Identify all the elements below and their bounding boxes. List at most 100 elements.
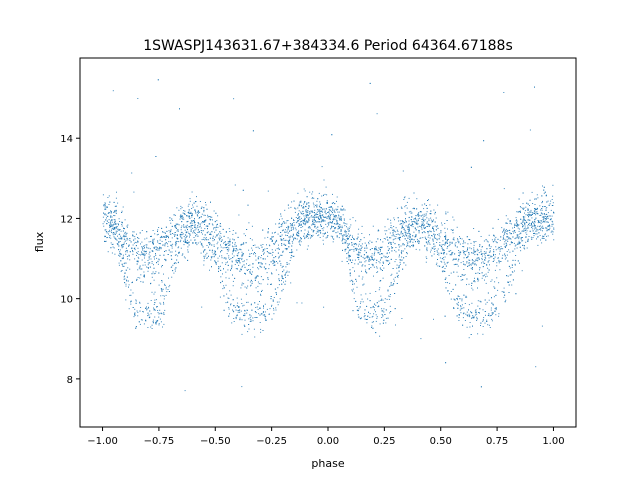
data-point [205, 254, 207, 256]
data-point [458, 258, 460, 260]
data-point [326, 226, 328, 228]
data-point [184, 234, 186, 236]
data-point [515, 220, 517, 222]
data-point [361, 243, 363, 245]
data-point [173, 263, 175, 265]
data-point [236, 315, 238, 317]
data-point [482, 275, 484, 277]
data-point [399, 223, 401, 225]
data-point [463, 263, 465, 265]
data-point [285, 276, 286, 278]
data-point [239, 270, 241, 272]
data-point [230, 258, 232, 259]
data-point [441, 258, 443, 260]
data-point [174, 270, 176, 272]
data-point [124, 275, 125, 277]
data-point [128, 245, 129, 247]
data-point [267, 232, 269, 234]
data-point [155, 156, 157, 157]
data-point [338, 211, 340, 213]
data-point [108, 195, 110, 197]
data-point [415, 215, 417, 217]
data-point [273, 261, 275, 263]
data-point [359, 252, 361, 254]
data-point [433, 248, 435, 250]
data-point [239, 257, 241, 259]
data-point [506, 244, 508, 246]
data-point [418, 214, 420, 216]
data-point [391, 284, 393, 286]
data-point [491, 256, 493, 258]
data-point [125, 233, 127, 235]
data-point [475, 259, 476, 261]
data-point [227, 250, 229, 252]
data-point [125, 247, 127, 249]
data-point [550, 231, 552, 233]
data-point [519, 206, 521, 207]
data-point [141, 230, 143, 231]
data-point [426, 221, 428, 223]
data-point [365, 245, 367, 247]
data-point [514, 264, 516, 266]
data-point [279, 235, 281, 237]
data-point [531, 217, 533, 219]
data-point [214, 231, 216, 233]
data-point [110, 223, 112, 225]
data-point [334, 211, 336, 213]
data-point [352, 283, 354, 285]
data-point [274, 288, 276, 290]
data-point [341, 219, 342, 221]
data-point [411, 238, 413, 240]
data-point [328, 206, 330, 208]
data-point [517, 225, 519, 227]
data-point [240, 298, 242, 300]
data-point [505, 245, 507, 247]
data-point [307, 214, 309, 216]
data-point [295, 208, 297, 210]
data-point [213, 228, 214, 230]
data-point [483, 317, 485, 319]
data-point [390, 258, 392, 260]
data-point [275, 307, 277, 309]
data-point [361, 278, 363, 280]
data-point [293, 222, 295, 223]
data-point [139, 268, 141, 270]
data-point [358, 254, 360, 256]
data-point [534, 204, 536, 205]
data-point [121, 247, 123, 249]
data-point [345, 240, 347, 242]
data-point [399, 239, 401, 241]
data-point [400, 236, 401, 238]
data-point [332, 219, 334, 221]
data-point [146, 247, 148, 249]
data-point [413, 192, 415, 194]
data-point [339, 218, 341, 220]
data-point [414, 222, 416, 224]
data-point [503, 235, 505, 237]
data-point [153, 248, 155, 249]
data-point [494, 310, 496, 312]
data-point [183, 256, 185, 258]
data-point [187, 229, 188, 231]
data-point [149, 255, 151, 257]
data-point [161, 265, 163, 266]
data-point [489, 251, 491, 253]
data-point [273, 313, 275, 315]
data-point [288, 271, 290, 273]
data-point [481, 259, 483, 261]
data-point [532, 212, 534, 214]
data-point [357, 314, 359, 316]
data-point [529, 214, 531, 216]
data-point [354, 270, 355, 272]
data-point [371, 321, 373, 323]
data-point [345, 231, 347, 233]
data-point [427, 241, 429, 243]
data-point [306, 203, 308, 205]
data-point [294, 207, 296, 209]
data-point [303, 220, 305, 222]
data-point [306, 196, 308, 198]
data-point [274, 243, 275, 245]
data-point [506, 233, 508, 235]
data-point [472, 260, 474, 262]
data-point [493, 253, 494, 255]
